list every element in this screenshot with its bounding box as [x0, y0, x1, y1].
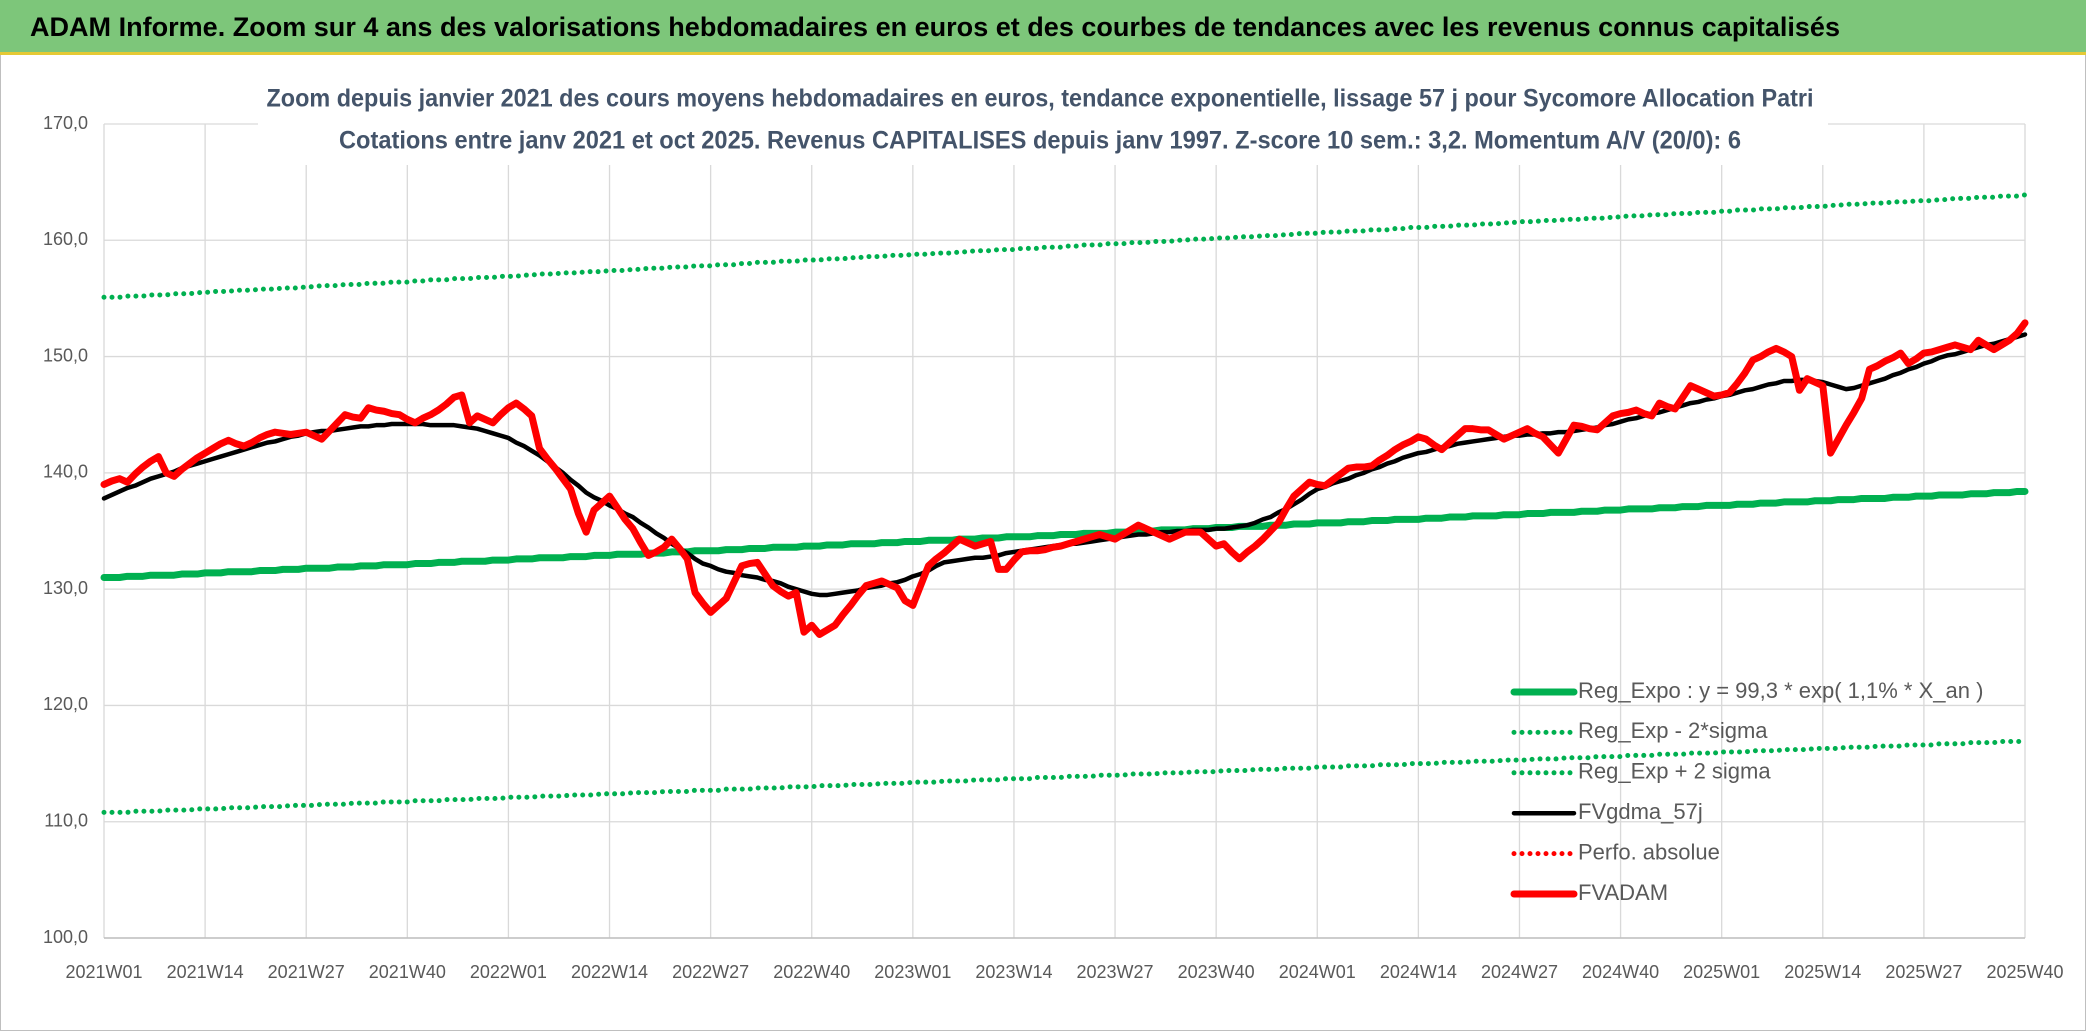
chart-subtitle: Cotations entre janv 2021 et oct 2025. R…: [339, 127, 1741, 155]
x-tick-label: 2025W27: [1885, 962, 1962, 982]
x-tick-label: 2025W01: [1683, 962, 1760, 982]
series-line: [100, 487, 2029, 582]
y-tick-label: 100,0: [43, 927, 88, 947]
x-tick-label: 2024W01: [1279, 962, 1356, 982]
header-band: [0, 0, 2086, 54]
x-tick-label: 2023W40: [1178, 962, 1255, 982]
x-tick-label: 2021W27: [268, 962, 345, 982]
legend-label: FVADAM: [1578, 880, 1668, 905]
legend-label: Reg_Exp - 2*sigma: [1578, 718, 1768, 743]
legend-label: Reg_Exp + 2 sigma: [1578, 759, 1771, 784]
y-tick-label: 130,0: [43, 578, 88, 598]
y-tick-label: 160,0: [43, 229, 88, 249]
y-tick-label: 140,0: [43, 462, 88, 482]
header-title: ADAM Informe. Zoom sur 4 ans des valoris…: [30, 12, 1840, 42]
x-tick-label: 2023W01: [874, 962, 951, 982]
x-tick-label: 2022W40: [773, 962, 850, 982]
legend-label: Reg_Expo : y = 99,3 * exp( 1,1% * X_an ): [1578, 678, 1983, 703]
x-tick-label: 2021W01: [65, 962, 142, 982]
x-tick-label: 2025W14: [1784, 962, 1861, 982]
x-tick-label: 2021W14: [167, 962, 244, 982]
x-tick-label: 2024W40: [1582, 962, 1659, 982]
y-tick-label: 110,0: [44, 810, 88, 830]
chart-title: Zoom depuis janvier 2021 des cours moyen…: [267, 85, 1814, 113]
x-tick-label: 2023W27: [1077, 962, 1154, 982]
title-box: [258, 80, 1828, 165]
plot: [100, 192, 2029, 815]
y-tick-label: 170,0: [43, 113, 88, 133]
series-line: [100, 319, 2029, 638]
legend-label: FVgdma_57j: [1578, 799, 1703, 824]
grid: 100,0 110,0 120,0 130,0 140,0 150,0 160,0 170,0…: [43, 113, 2064, 982]
legend: Reg_Expo : y = 99,3 * exp( 1,1% * X_an )…: [1510, 678, 1983, 905]
x-tick-label: 2024W14: [1380, 962, 1457, 982]
x-tick-label: 2022W27: [672, 962, 749, 982]
x-tick-label: 2021W40: [369, 962, 446, 982]
y-tick-label: 150,0: [43, 345, 88, 365]
series-line: [101, 192, 2028, 300]
x-tick-label: 2024W27: [1481, 962, 1558, 982]
x-tick-label: 2022W01: [470, 962, 547, 982]
header-rule: [0, 52, 2086, 55]
x-tick-label: 2022W14: [571, 962, 648, 982]
x-tick-label: 2023W14: [975, 962, 1052, 982]
series-line: [101, 738, 2028, 815]
x-tick-label: 2025W40: [1986, 962, 2063, 982]
legend-label: Perfo. absolue: [1578, 839, 1720, 864]
y-tick-label: 120,0: [43, 694, 88, 714]
